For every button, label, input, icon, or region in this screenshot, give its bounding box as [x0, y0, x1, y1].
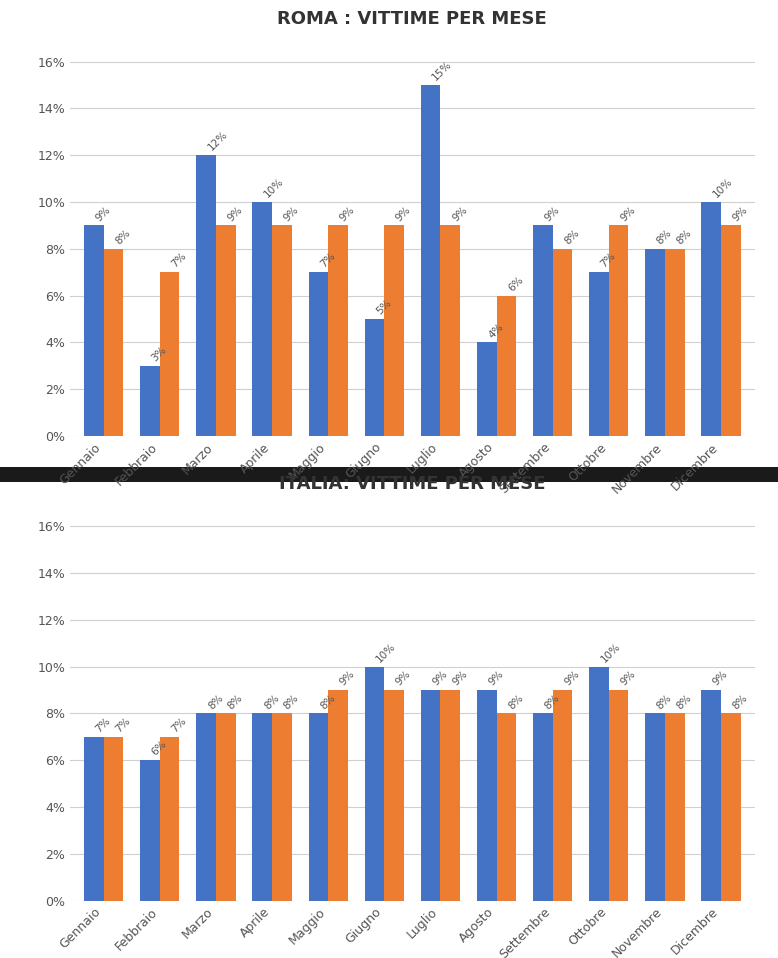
Text: 9%: 9% [394, 204, 413, 223]
Text: 5%: 5% [374, 298, 393, 317]
Bar [384, 690, 404, 901]
Text: 9%: 9% [619, 669, 637, 688]
Bar [365, 319, 384, 436]
Bar [103, 249, 124, 436]
Text: 8%: 8% [675, 693, 693, 711]
Bar [159, 272, 180, 436]
Text: 4%: 4% [487, 321, 506, 340]
Text: 9%: 9% [338, 204, 357, 223]
Bar [196, 714, 216, 901]
Bar [140, 366, 159, 436]
Text: 9%: 9% [450, 669, 469, 688]
Text: 9%: 9% [282, 204, 300, 223]
Bar [216, 225, 236, 436]
Text: 8%: 8% [114, 228, 132, 246]
Bar [721, 714, 741, 901]
Text: 9%: 9% [94, 204, 113, 223]
Bar [552, 249, 573, 436]
Text: 8%: 8% [731, 693, 749, 711]
Bar [328, 690, 348, 901]
Bar [421, 85, 440, 436]
Text: 9%: 9% [430, 669, 450, 688]
Bar [533, 714, 552, 901]
Text: 12%: 12% [206, 129, 230, 153]
Text: 7%: 7% [599, 251, 618, 270]
Bar [608, 225, 629, 436]
Text: 8%: 8% [206, 693, 225, 711]
Text: 7%: 7% [94, 716, 113, 735]
Bar [252, 202, 272, 436]
Bar [84, 225, 103, 436]
Bar [477, 342, 496, 436]
Bar [496, 296, 516, 436]
Text: 9%: 9% [619, 204, 637, 223]
Text: 7%: 7% [170, 716, 188, 735]
Text: 10%: 10% [599, 641, 622, 664]
Text: 9%: 9% [226, 204, 244, 223]
Text: 9%: 9% [711, 669, 730, 688]
Bar [309, 714, 328, 901]
Bar [272, 225, 292, 436]
Title: ROMA : VITTIME PER MESE: ROMA : VITTIME PER MESE [278, 11, 547, 29]
Text: 10%: 10% [711, 176, 734, 199]
Bar [496, 714, 516, 901]
Bar [421, 690, 440, 901]
Text: 7%: 7% [170, 251, 188, 270]
Bar [328, 225, 348, 436]
Text: 8%: 8% [655, 693, 674, 711]
Text: 9%: 9% [394, 669, 413, 688]
Bar [440, 690, 460, 901]
Bar [103, 737, 124, 901]
Text: 9%: 9% [487, 669, 506, 688]
Text: 7%: 7% [114, 716, 132, 735]
Bar [272, 714, 292, 901]
Text: 8%: 8% [675, 228, 693, 246]
Text: 9%: 9% [562, 669, 581, 688]
Text: 8%: 8% [282, 693, 300, 711]
Text: 8%: 8% [262, 693, 281, 711]
Bar [552, 690, 573, 901]
Bar [665, 249, 685, 436]
Bar [159, 737, 180, 901]
Bar [309, 272, 328, 436]
Text: 6%: 6% [150, 740, 169, 758]
Bar [701, 202, 721, 436]
Bar [608, 690, 629, 901]
Text: 8%: 8% [226, 693, 244, 711]
Bar [440, 225, 460, 436]
Legend: MORTI, FERITI: MORTI, FERITI [338, 613, 487, 636]
Text: 15%: 15% [430, 59, 454, 82]
Text: 6%: 6% [506, 275, 525, 293]
Bar [589, 667, 608, 901]
Text: 10%: 10% [262, 176, 286, 199]
Title: ITALIA: VITTIME PER MESE: ITALIA: VITTIME PER MESE [279, 475, 545, 493]
Bar [84, 737, 103, 901]
Text: 8%: 8% [318, 693, 337, 711]
Bar [252, 714, 272, 901]
Bar [477, 690, 496, 901]
Bar [365, 667, 384, 901]
Text: 8%: 8% [562, 228, 581, 246]
Text: 9%: 9% [450, 204, 469, 223]
Text: 8%: 8% [543, 693, 562, 711]
Bar [533, 225, 552, 436]
Bar [645, 714, 665, 901]
Text: 8%: 8% [506, 693, 525, 711]
Text: 7%: 7% [318, 251, 337, 270]
Bar [140, 761, 159, 901]
Bar [589, 272, 608, 436]
Text: 9%: 9% [731, 204, 749, 223]
Text: 9%: 9% [543, 204, 562, 223]
Bar [701, 690, 721, 901]
Bar [645, 249, 665, 436]
Bar [721, 225, 741, 436]
Text: 9%: 9% [338, 669, 357, 688]
Text: 3%: 3% [150, 345, 169, 363]
Bar [384, 225, 404, 436]
Bar [665, 714, 685, 901]
Bar [196, 155, 216, 436]
Bar [216, 714, 236, 901]
Text: 10%: 10% [374, 641, 398, 664]
Text: 8%: 8% [655, 228, 674, 246]
